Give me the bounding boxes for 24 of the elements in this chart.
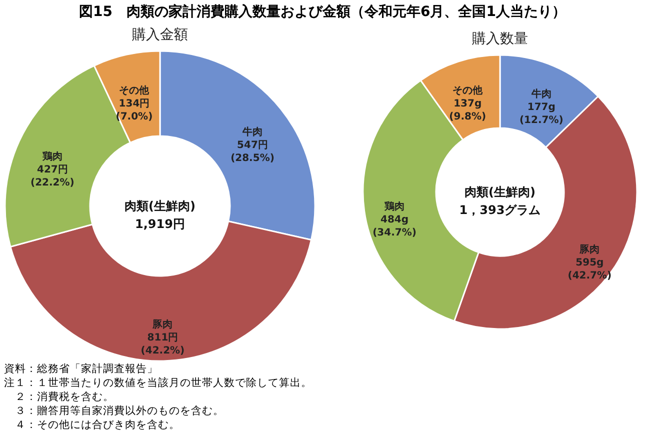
text: ３：贈答用等自家消費以外のものを含む。 [14,404,225,418]
text: 資料：総務省「家計調査報告」 [4,362,159,376]
data-label: 547円 (28.5%) [230,140,274,164]
slice-label: 豚肉 [578,243,600,256]
text: 注１：１世帯当たりの数値を当該月の世帯人数で除して算出。 [4,376,312,390]
chart-subtitle: 購入数量 [472,31,528,47]
chart-title: 図15 肉類の家計消費購入数量および金額（令和元年6月、全国1人当たり） [78,3,567,21]
slice-label: その他 [119,84,150,96]
data-label: 137g (9.8%) [449,98,486,123]
slice-label: 牛肉 [241,126,262,138]
slice-label: 鶏肉 [384,200,405,213]
slice-label: 鶏肉 [41,150,62,162]
text: 肉類(生鮮肉) 1,919円 [124,199,196,231]
data-label: 177g (12.7%) [519,102,564,126]
slice-label: 牛肉 [530,88,552,100]
slice-label: その他 [452,84,484,97]
text: ２：消費税を含む。 [14,390,115,404]
text: 肉類(生鮮肉) 1，393グラム [459,185,541,217]
slice-label: 豚肉 [152,318,173,330]
data-label: 427円 (22.2%) [30,164,74,188]
data-label: 484g (34.7%) [372,214,416,239]
text: ４：その他には合びき肉を含む。 [14,418,181,432]
chart-subtitle: 購入金額 [132,27,188,43]
data-label: 811円 (42.2%) [140,332,185,356]
